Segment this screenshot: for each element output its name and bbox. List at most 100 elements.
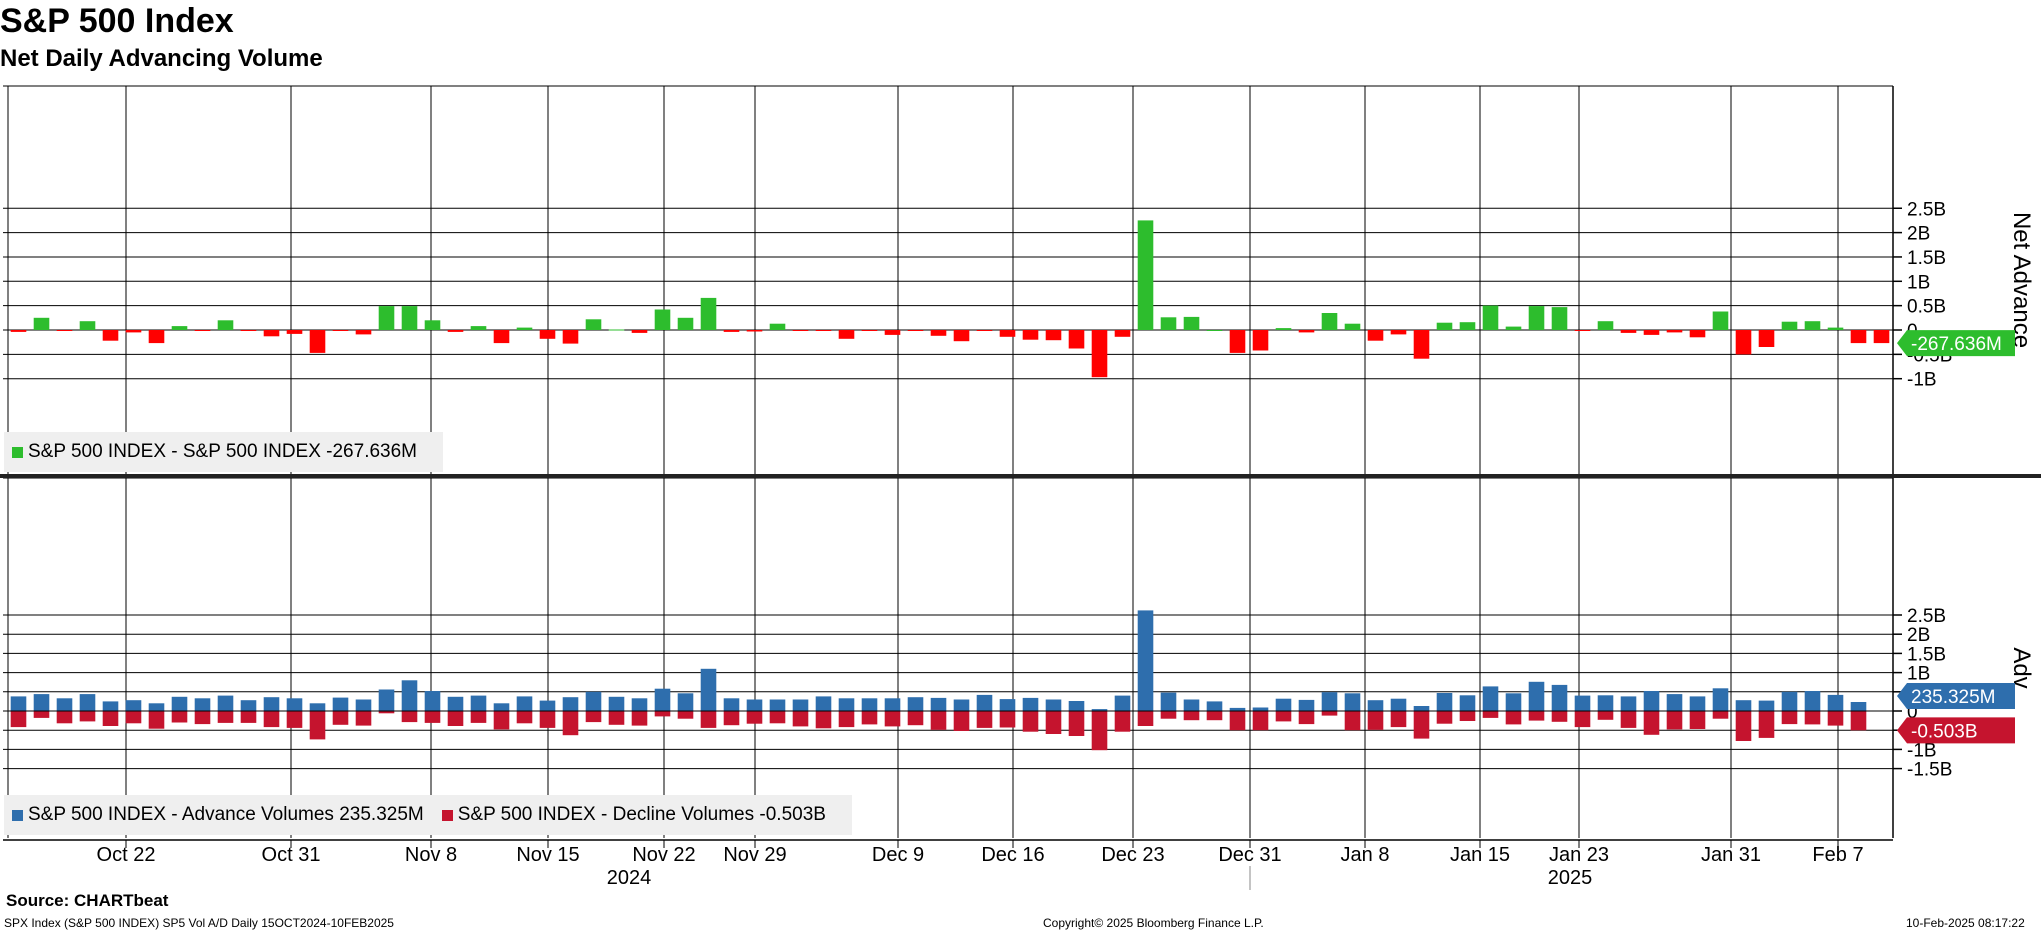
advance-volume-bar (1137, 610, 1154, 711)
advance-volume-bar (1597, 695, 1614, 711)
advance-volume-bar (1068, 701, 1085, 711)
decline-volume-bar (1252, 711, 1269, 731)
y-tick-label: 2B (1907, 625, 1930, 646)
advance-volume-bar (1459, 695, 1476, 711)
net-advance-bar (424, 320, 441, 330)
top-legend: S&P 500 INDEX - S&P 500 INDEX -267.636M (4, 432, 443, 472)
advance-volume-bar (1781, 691, 1798, 711)
decline-volume-bar (1597, 711, 1614, 720)
advance-volume-bar (1758, 700, 1775, 711)
advance-volume-bar (1229, 707, 1246, 711)
advance-volume-bar (815, 696, 832, 711)
net-advance-bar (1850, 330, 1867, 344)
advance-volume-bar (1091, 709, 1108, 711)
y-tick-label: 1B (1907, 272, 1930, 293)
decline-volume-bar (907, 711, 924, 726)
x-tick-label: Oct 22 (97, 844, 156, 866)
net-advance-bar (838, 330, 855, 339)
net-advance-bar (1022, 330, 1039, 340)
decline-volume-bar (608, 711, 625, 725)
net-advance-bar (976, 330, 993, 331)
net-advance-bar (1114, 330, 1131, 337)
net-advance-bar (1551, 307, 1568, 330)
decline-volume-bar (1206, 711, 1223, 721)
panel-volumes-grid (3, 477, 1902, 838)
net-advance-bar (1206, 330, 1223, 331)
net-advance-bar (1137, 220, 1154, 330)
decline-volume-bar (1183, 711, 1200, 721)
x-tick-label: Dec 9 (872, 844, 924, 866)
advance-volume-bar (907, 697, 924, 711)
x-year-label: 2025 (1548, 867, 1593, 889)
decline-volume-bar (516, 711, 533, 724)
legend-swatch-decline (441, 809, 453, 821)
decline-volume-bar (240, 711, 257, 723)
net-advance-bar (125, 330, 142, 333)
net-advance-bar (1229, 330, 1246, 353)
advance-volume-bar (1045, 699, 1062, 711)
net-advance-bar (447, 330, 464, 332)
y-tick-label: 2B (1907, 224, 1930, 245)
advance-volume-bar (10, 696, 27, 711)
advance-volume-bar (723, 698, 740, 711)
decline-volume-bar (1574, 711, 1591, 728)
decline-volume-bar (746, 711, 763, 724)
net-advance-bar (1712, 311, 1729, 330)
advance-volume-bar (1114, 695, 1131, 711)
net-advance-bar (1643, 330, 1660, 335)
advance-volume-bar (1390, 698, 1407, 711)
decline-volume-bar (562, 711, 579, 736)
decline-volume-bar (1137, 711, 1154, 726)
decline-volume-bar (424, 711, 441, 723)
net-advance-bar (516, 327, 533, 330)
decline-volume-bar (493, 711, 510, 730)
advance-volume-bar (447, 696, 464, 711)
decline-volume-bar (1068, 711, 1085, 736)
decline-volume-bar (125, 711, 142, 724)
advance-volume-bar (1206, 701, 1223, 711)
decline-volume-bar (838, 711, 855, 728)
decline-volume-bar (723, 711, 740, 726)
last-value-decline: -0.503B (1911, 721, 1978, 742)
decline-volume-bar (1712, 711, 1729, 719)
decline-volume-bar (1459, 711, 1476, 721)
legend-label-advance: S&P 500 INDEX - Advance Volumes 235.325M (28, 804, 424, 825)
x-tick-label: Nov 29 (723, 844, 786, 866)
advance-volume-bar (125, 700, 142, 711)
decline-volume-bar (1827, 711, 1844, 726)
advance-volume-bar (1850, 702, 1867, 711)
x-tick-label: Dec 23 (1101, 844, 1164, 866)
decline-volume-bar (286, 711, 303, 728)
net-advance-bar (1505, 326, 1522, 330)
net-advance-bar (1321, 313, 1338, 330)
net-advance-bar (539, 330, 556, 339)
decline-volume-bar (1344, 711, 1361, 731)
advance-volume-bar (286, 698, 303, 711)
decline-volume-bar (447, 711, 464, 726)
net-advance-bar (1689, 330, 1706, 338)
advance-volume-bar (102, 701, 119, 711)
decline-volume-bar (1390, 711, 1407, 728)
decline-volume-bar (1781, 711, 1798, 725)
net-advance-bar (677, 317, 694, 330)
decline-volume-bar (1413, 711, 1430, 739)
net-advance-bar (470, 326, 487, 330)
decline-volume-bar (999, 711, 1016, 728)
net-advance-bar (240, 330, 257, 331)
net-advance-bar (1666, 330, 1683, 333)
net-advance-bar (792, 330, 809, 331)
advance-volume-bar (1551, 684, 1568, 711)
net-advance-bar (1298, 330, 1315, 333)
net-advance-bar (631, 330, 648, 333)
decline-volume-bar (1298, 711, 1315, 725)
advance-volume-bar (1643, 691, 1660, 711)
net-advance-bar (171, 326, 188, 330)
x-tick-label: Jan 31 (1701, 844, 1761, 866)
advance-volume-bar (1275, 698, 1292, 711)
advance-volume-bar (1344, 693, 1361, 711)
advance-volume-bar (1689, 696, 1706, 711)
decline-volume-bar (332, 711, 349, 725)
decline-volume-bar (930, 711, 947, 730)
advance-volume-bar (79, 694, 96, 711)
decline-volume-bar (1321, 711, 1338, 716)
